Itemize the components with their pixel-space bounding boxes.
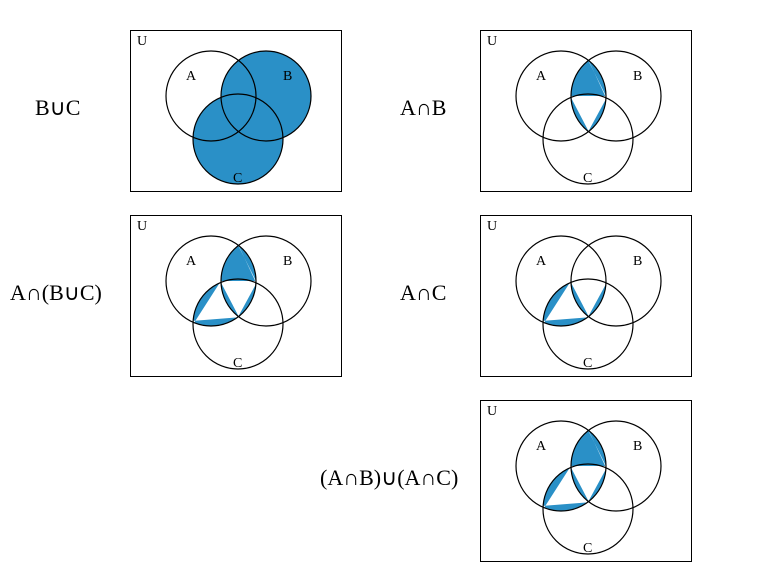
- label-U: U: [487, 34, 497, 50]
- universal-set-box: UABC: [480, 400, 692, 562]
- venn-svg: [481, 401, 691, 561]
- venn-svg: [131, 216, 341, 376]
- venn-aic: UABC: [480, 215, 692, 377]
- venn-a_int_buc: UABC: [130, 215, 342, 377]
- label-U: U: [137, 34, 147, 50]
- universal-set-box: UABC: [480, 215, 692, 377]
- venn-diagram-grid: B∪C UABC A∩(B∪C) UABC A∩B UABC A∩C UABC (A∩B)∪(A…: [0, 0, 770, 570]
- formula-aib_u_aic: (A∩B)∪(A∩C): [320, 465, 458, 491]
- venn-aib_u_aic: UABC: [480, 400, 692, 562]
- venn-aib: UABC: [480, 30, 692, 192]
- label-U: U: [487, 404, 497, 420]
- venn-buc: UABC: [130, 30, 342, 192]
- universal-set-box: UABC: [480, 30, 692, 192]
- formula-aib: A∩B: [400, 95, 446, 121]
- formula-aic: A∩C: [400, 280, 446, 306]
- venn-svg: [481, 216, 691, 376]
- venn-svg: [131, 31, 341, 191]
- venn-svg: [481, 31, 691, 191]
- universal-set-box: UABC: [130, 30, 342, 192]
- label-U: U: [137, 219, 147, 235]
- universal-set-box: UABC: [130, 215, 342, 377]
- formula-a_int_buc: A∩(B∪C): [10, 280, 102, 306]
- formula-buc: B∪C: [35, 95, 80, 121]
- label-U: U: [487, 219, 497, 235]
